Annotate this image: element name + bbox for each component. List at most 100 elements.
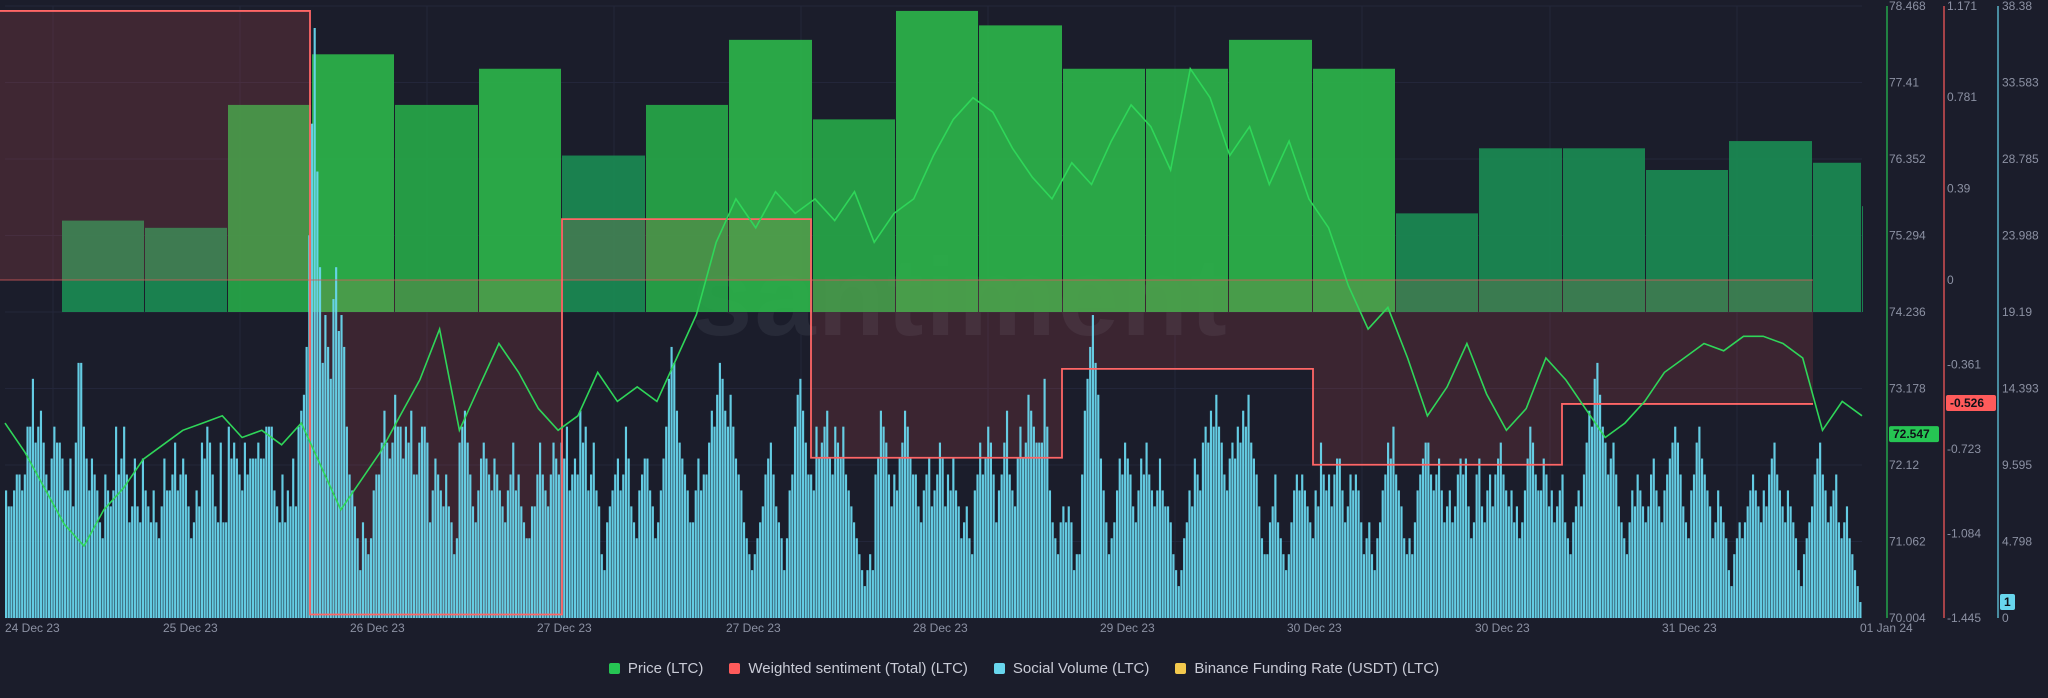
- price-period-bars: [62, 10, 1863, 313]
- social-volume-bar: [1089, 346, 1092, 618]
- social-volume-bar: [434, 458, 437, 618]
- social-volume-bar: [1569, 554, 1572, 618]
- social-volume-bar: [571, 474, 574, 618]
- sentiment-axis-tick-label: -1.445: [1947, 611, 1981, 625]
- social-volume-bar: [1644, 522, 1647, 618]
- social-volume-bar: [1596, 362, 1599, 618]
- social-volume-bar: [1556, 506, 1559, 618]
- social-volume-bar: [1403, 538, 1406, 618]
- social-volume-bar: [1226, 490, 1229, 618]
- social-volume-bar: [200, 442, 204, 618]
- legend-item-funding-rate[interactable]: Binance Funding Rate (USDT) (LTC): [1175, 660, 1439, 677]
- social-volume-bar: [885, 442, 888, 618]
- social-volume-bar: [383, 410, 386, 618]
- social-volume-bar: [249, 458, 252, 618]
- social-volume-bar: [1577, 490, 1580, 618]
- social-volume-bar: [909, 458, 912, 618]
- social-volume-bar: [55, 442, 59, 618]
- social-volume-bar: [590, 474, 593, 618]
- x-tick-label: 25 Dec 23: [163, 621, 218, 635]
- social-volume-bar: [493, 458, 496, 618]
- social-volume-bar: [1212, 426, 1215, 618]
- social-volume-bar: [1038, 442, 1041, 618]
- social-volume-bar: [1848, 538, 1851, 618]
- social-volume-bar: [815, 426, 818, 618]
- social-volume-bar: [1056, 554, 1060, 618]
- social-volume-bar: [23, 474, 26, 618]
- price-period-bar: [312, 54, 394, 312]
- social-volume-bar: [1150, 490, 1154, 618]
- social-volume-bar: [509, 474, 512, 618]
- social-volume-bar: [810, 474, 813, 618]
- social-volume-bar: [603, 570, 606, 618]
- social-volume-bar: [565, 426, 569, 618]
- social-volume-bar: [761, 506, 764, 618]
- social-volume-bar: [206, 426, 209, 618]
- social-volume-bar: [662, 458, 665, 618]
- social-volume-bar: [1223, 474, 1226, 618]
- social-volume-bar: [1789, 506, 1792, 618]
- social-volume-bar: [622, 474, 625, 618]
- social-volume-bar: [439, 490, 442, 618]
- social-volume-bar: [1623, 538, 1626, 618]
- legend-item-social-volume[interactable]: Social Volume (LTC): [993, 660, 1149, 677]
- social-volume-bar: [1751, 474, 1755, 618]
- social-volume-bar: [863, 586, 866, 618]
- social-volume-bar: [241, 490, 244, 618]
- social-volume-bar: [1408, 538, 1411, 618]
- social-volume-bar: [289, 506, 292, 618]
- social-volume-bar: [450, 522, 453, 618]
- social-volume-bar: [651, 506, 654, 618]
- social-volume-bar: [198, 506, 201, 618]
- x-tick-label: 27 Dec 23: [537, 621, 592, 635]
- social-volume-bar: [882, 426, 885, 618]
- legend-item-price[interactable]: Price (LTC): [608, 660, 703, 677]
- social-volume-bar: [262, 458, 265, 618]
- social-volume-bar: [372, 490, 375, 618]
- social-volume-bar: [1446, 506, 1449, 618]
- social-volume-bar: [1378, 522, 1382, 618]
- social-volume-bar: [1166, 506, 1170, 618]
- social-volume-bar: [211, 474, 214, 618]
- social-volume-bar: [1438, 458, 1441, 618]
- social-volume-bar: [157, 538, 161, 618]
- social-volume-bar: [90, 458, 94, 618]
- social-volume-bar: [1215, 394, 1218, 618]
- social-volume-bar: [1003, 442, 1006, 618]
- social-volume-bar: [748, 554, 751, 618]
- legend-swatch-sentiment: [729, 662, 741, 674]
- legend-item-sentiment[interactable]: Weighted sentiment (Total) (LTC): [729, 660, 968, 677]
- social-volume-bar: [1462, 474, 1465, 618]
- social-volume-bar: [82, 426, 85, 618]
- social-volume-bar: [689, 522, 692, 618]
- sentiment-fill-segment: [562, 219, 811, 280]
- price-period-bar: [896, 10, 978, 313]
- social-volume-bar: [861, 570, 864, 618]
- social-volume-bar: [847, 490, 850, 618]
- social-volume-bar: [683, 474, 687, 618]
- social-volume-bar: [34, 442, 37, 618]
- social-volume-bar: [479, 458, 483, 618]
- social-volume-bar: [914, 474, 917, 618]
- social-volume-bar: [1148, 474, 1151, 618]
- social-volume-bar: [412, 474, 416, 618]
- price-period-bar: [145, 227, 227, 312]
- social-volume-bar: [1250, 442, 1253, 618]
- social-volume-bar: [343, 346, 346, 618]
- social-volume-bar: [1647, 506, 1650, 618]
- social-volume-bar: [1019, 426, 1022, 618]
- social-volume-bar: [665, 426, 668, 618]
- social-volume-bar: [1706, 490, 1709, 618]
- social-volume-bar: [619, 490, 622, 618]
- social-volume-bar: [447, 506, 450, 618]
- social-volume-bar: [1550, 490, 1553, 618]
- social-volume-bar: [1107, 554, 1111, 618]
- price-period-bar: [1862, 206, 1863, 312]
- social-volume-bar: [1027, 394, 1030, 618]
- social-volume-bar: [866, 570, 869, 618]
- social-volume-bar: [1185, 522, 1188, 618]
- social-volume-bar: [1201, 442, 1204, 618]
- social-volume-bar: [112, 490, 115, 618]
- social-volume-bar: [654, 538, 657, 618]
- social-volume-bar: [1346, 506, 1349, 618]
